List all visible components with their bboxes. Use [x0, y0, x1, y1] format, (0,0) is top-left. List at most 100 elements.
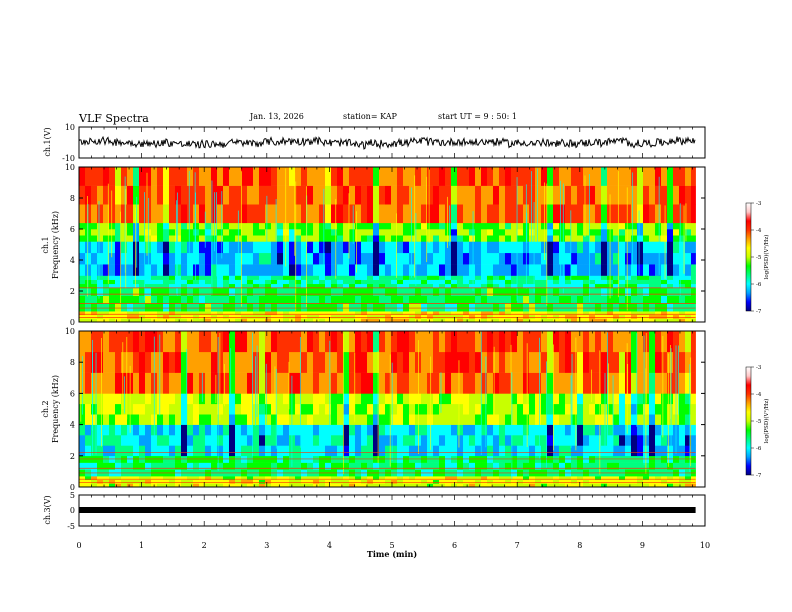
spectrogram-cell — [325, 445, 332, 457]
spectrogram-cell — [553, 479, 560, 484]
spectrogram-cell — [307, 331, 314, 353]
spectrogram-cell — [589, 295, 596, 304]
spectrogram-cell — [121, 462, 128, 470]
spectrogram-cell — [589, 435, 596, 446]
spectrogram-cell — [451, 314, 458, 319]
spectrogram-cell — [139, 483, 146, 487]
spectrogram-cell — [547, 295, 554, 304]
spectrogram-cell — [499, 264, 506, 276]
spectrogram-cell — [469, 483, 476, 487]
spectrogram-cell — [685, 462, 692, 470]
spectrogram-cell — [145, 185, 152, 205]
spectrogram-cell — [355, 351, 362, 373]
spectrogram-cell — [307, 235, 314, 242]
spectrogram-cell — [355, 483, 362, 487]
spectrogram-cell — [475, 264, 482, 276]
spectrogram-cell — [133, 476, 140, 481]
spectrogram-cell — [115, 414, 122, 425]
spectrogram-cell — [655, 185, 662, 205]
spectrogram-cell — [139, 303, 146, 312]
spectrogram-cell — [679, 435, 686, 446]
spectrogram-cell — [529, 435, 536, 446]
spectrogram-cell — [175, 229, 182, 236]
spectrogram-cell — [649, 476, 656, 481]
spectrogram-cell — [79, 275, 86, 280]
spectrogram-cell — [595, 435, 602, 446]
colorbar-tick-label: -4 — [756, 392, 762, 398]
spectrogram-cell — [355, 303, 362, 312]
spectrogram-cell — [457, 264, 464, 276]
spectrogram-cell — [181, 318, 188, 322]
spectrogram-cell — [493, 241, 500, 254]
spectrogram-cell — [427, 311, 434, 316]
spectrogram-cell — [613, 455, 620, 463]
spectrogram-cell — [391, 303, 398, 312]
spectrogram-cell — [271, 185, 278, 205]
spectrogram-cell — [679, 372, 686, 394]
spectrogram-cell — [229, 283, 236, 289]
spectrogram-cell — [679, 331, 686, 353]
spectrogram-cell — [151, 204, 158, 224]
spectrogram-cell — [241, 318, 248, 322]
spectrogram-cell — [367, 252, 374, 265]
spectrogram-cell — [583, 318, 590, 322]
spectrogram-cell — [427, 372, 434, 394]
spectrogram-cell — [535, 403, 542, 415]
spectrogram-cell — [577, 252, 584, 265]
xtick-label: 0 — [76, 541, 81, 550]
spectrogram-cell — [457, 445, 464, 457]
spectrogram-cell — [661, 372, 668, 394]
spectrogram-cell — [85, 445, 92, 457]
spectrogram-cell — [187, 331, 194, 353]
spectrogram-cell — [223, 483, 230, 487]
spectrogram-cell — [427, 252, 434, 265]
spectrogram-cell — [151, 229, 158, 236]
spectrogram-cell — [505, 311, 512, 316]
spectrogram-cell — [451, 235, 458, 242]
spectrogram-cell — [427, 445, 434, 457]
spectrogram-cell — [319, 435, 326, 446]
spectrogram-cell — [463, 445, 470, 457]
spectrogram-cell — [343, 445, 350, 457]
spectrogram-cell — [265, 303, 272, 312]
spectrogram-cell — [421, 479, 428, 484]
spectrogram-cell — [127, 235, 134, 242]
spectrogram-cell — [145, 435, 152, 446]
spectrogram-cell — [169, 483, 176, 487]
spectrogram-cell — [553, 414, 560, 425]
spectrogram-cell — [571, 424, 578, 436]
spectrogram-cell — [343, 351, 350, 373]
spectrogram-cell — [241, 393, 248, 405]
spectrogram-cell — [547, 303, 554, 312]
spectrogram-cell — [535, 275, 542, 280]
spectrogram-cell — [241, 279, 248, 285]
spectrogram-cell — [397, 331, 404, 353]
spectrogram-cell — [349, 479, 356, 484]
spectrogram-cell — [649, 318, 656, 322]
spectrogram-cell — [223, 462, 230, 470]
spectrogram-cell — [565, 204, 572, 224]
spectrogram-cell — [379, 372, 386, 394]
spectrogram-cell — [373, 252, 380, 265]
spectrogram-cell — [625, 241, 632, 254]
spectrogram-cell — [523, 311, 530, 316]
spectrogram-cell — [403, 229, 410, 236]
spectrogram-cell — [127, 318, 134, 322]
spectrogram-cell — [667, 229, 674, 236]
spectrogram-cell — [79, 167, 86, 186]
spectrogram-cell — [367, 185, 374, 205]
spectrogram-cell — [685, 455, 692, 463]
spectrogram-cell — [337, 167, 344, 186]
spectrogram-cell — [91, 275, 98, 280]
spectrogram-cell — [187, 476, 194, 481]
spectrogram-cell — [247, 414, 254, 425]
spectrogram-cell — [649, 252, 656, 265]
spectrogram-cell — [361, 264, 368, 276]
spectrogram-cell — [469, 311, 476, 316]
spectrogram-cell — [163, 287, 170, 296]
spectrogram-cell — [109, 351, 116, 373]
spectrogram-cell — [649, 264, 656, 276]
spectrogram-cell — [403, 445, 410, 457]
spectrogram-cell — [397, 435, 404, 446]
spectrogram-cell — [259, 455, 266, 463]
